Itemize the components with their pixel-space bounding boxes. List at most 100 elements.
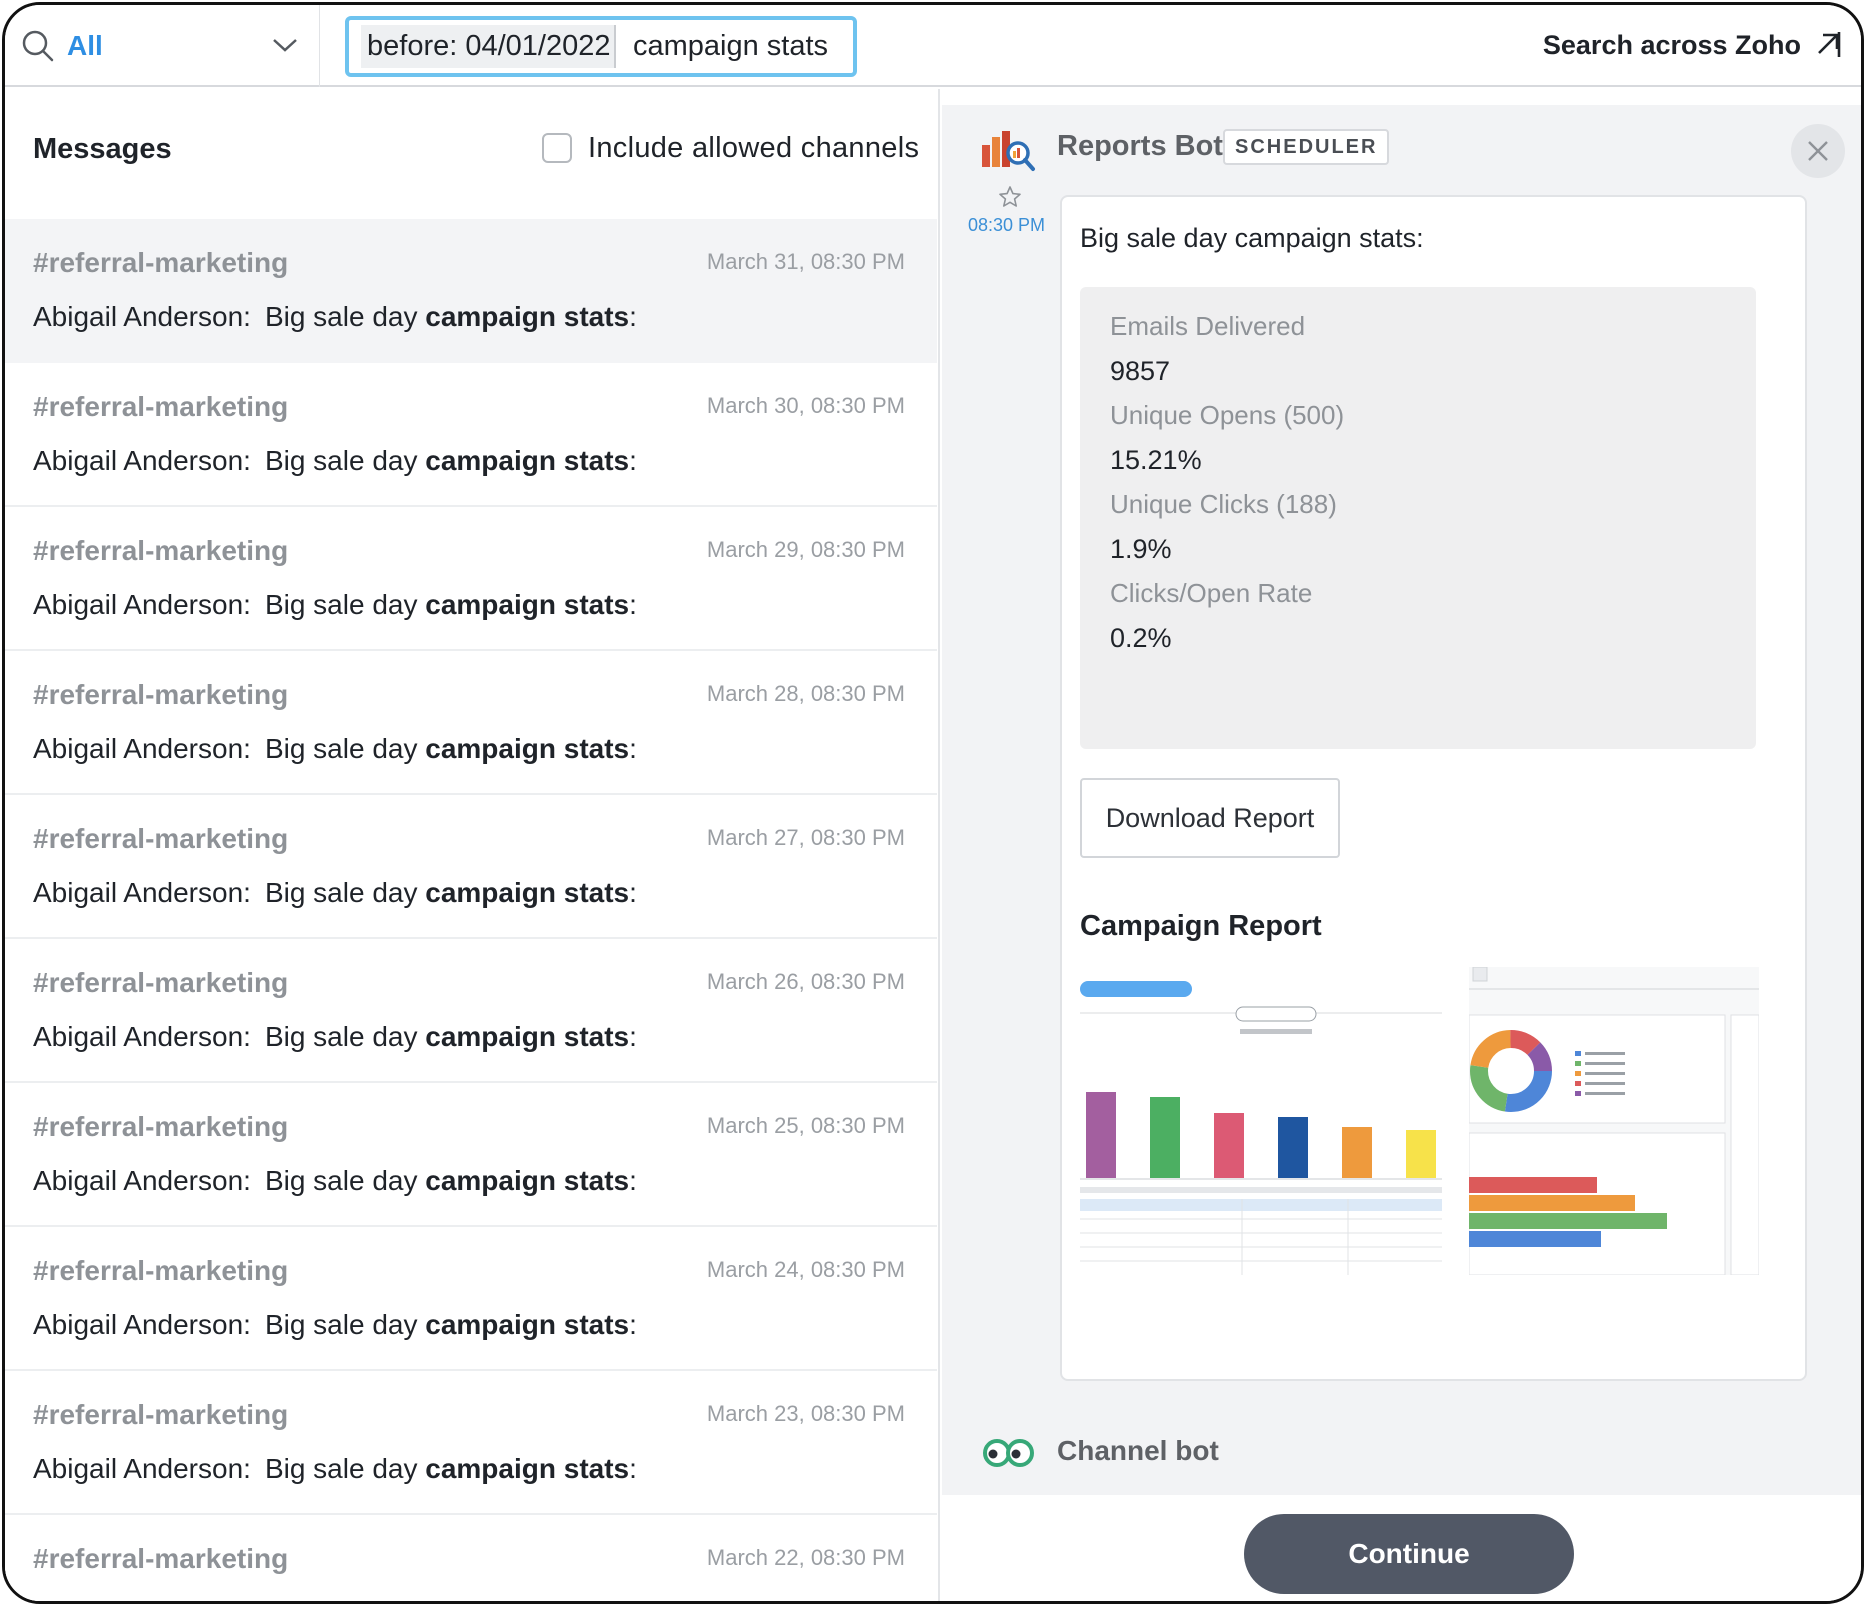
report-thumbnail-dashboard[interactable] [1469,967,1759,1275]
result-channel: #referral-marketing [33,247,289,278]
star-icon[interactable] [998,185,1022,209]
result-channel: #referral-marketing [33,823,289,854]
result-message: Abigail Anderson: Big sale day campaign s… [33,301,637,333]
result-message: Abigail Anderson: Big sale day campaign s… [33,1021,637,1053]
result-message: Abigail Anderson: Big sale day campaign s… [33,733,637,765]
message-card: Big sale day campaign stats: Emails Deli… [1060,195,1807,1381]
channel-bot-name[interactable]: Channel bot [1057,1435,1219,1466]
result-channel: #referral-marketing [33,391,289,422]
include-allowed-channels-label[interactable]: Include allowed channels [588,132,920,164]
thumb-hbar [1469,1213,1667,1229]
thumb-bar [1150,1097,1180,1178]
channel-bot-icon [983,1439,1034,1467]
close-button[interactable] [1791,124,1845,178]
result-sender: Abigail Anderson: [33,1165,251,1196]
result-row[interactable]: #referral-marketing March 27, 08:30 PM Abi… [5,795,937,939]
result-channel: #referral-marketing [33,1543,289,1574]
messages-title: Messages [33,133,172,165]
result-channel: #referral-marketing [33,1111,289,1142]
result-tail: : [629,1597,637,1601]
stat-label: Unique Opens (500) [1110,400,1345,430]
messages-header: Messages Include allowed channels [5,89,938,219]
result-channel: #referral-marketing [33,535,289,566]
result-text: Big sale day [264,877,418,908]
search-across-zoho-link[interactable]: Search across Zoho [1542,30,1801,60]
result-sender: Abigail Anderson: [33,589,251,620]
result-time: March 26, 08:30 PM [706,969,905,994]
result-tail: : [629,445,637,476]
bot-name[interactable]: Reports Bot [1057,130,1223,162]
result-tail: : [629,877,637,908]
close-icon [1808,141,1828,161]
result-tail: : [629,301,637,332]
thumb-hbar [1469,1231,1601,1247]
search-input[interactable]: before: 04/01/2022 campaign stats [345,16,857,77]
reports-bot-icon [982,131,1035,171]
external-link-icon[interactable] [1813,29,1843,59]
search-scope-dropdown[interactable]: All [5,5,320,87]
report-title: Campaign Report [1080,910,1322,942]
result-text: Big sale day [264,733,418,764]
result-message: Abigail Anderson: Big sale day campaign s… [33,877,637,909]
result-row[interactable]: #referral-marketing March 23, 08:30 PM Abi… [5,1371,937,1515]
include-allowed-channels-checkbox[interactable] [542,133,572,163]
stat-value: 0.2% [1110,623,1172,653]
stat-label: Clicks/Open Rate [1110,578,1313,608]
result-highlight: campaign stats [425,733,630,764]
result-highlight: campaign stats [425,589,630,620]
result-row[interactable]: #referral-marketing March 31, 08:30 PM Abi… [5,219,937,363]
report-thumbnail-bar-chart[interactable] [1080,973,1442,1275]
result-time: March 27, 08:30 PM [706,825,905,850]
search-bar: All before: 04/01/2022 campaign stats Se… [5,5,1861,87]
download-report-button[interactable]: Download Report [1080,778,1340,858]
result-row[interactable]: #referral-marketing March 26, 08:30 PM Abi… [5,939,937,1083]
result-time: March 22, 08:30 PM [706,1545,905,1570]
stat-item: Unique Opens (500) 15.21% [1110,400,1344,476]
result-time: March 30, 08:30 PM [706,393,905,418]
result-row[interactable]: #referral-marketing March 22, 08:30 PM Abi… [5,1515,937,1601]
thumb-bar [1342,1127,1372,1178]
message-heading: Big sale day campaign stats: [1080,223,1424,253]
thumb-bar [1406,1130,1436,1178]
messages-panel: Messages Include allowed channels #refer… [5,89,940,1601]
result-highlight: campaign stats [425,877,630,908]
result-time: March 23, 08:30 PM [706,1401,905,1426]
result-message: Abigail Anderson: Big sale day campaign s… [33,1597,637,1601]
thumb-pill [1080,981,1192,997]
result-highlight: campaign stats [425,1597,629,1601]
stat-item: Unique Clicks (188) 1.9% [1110,489,1337,565]
result-message: Abigail Anderson: Big sale day campaign s… [33,1309,637,1341]
result-highlight: campaign stats [425,1021,630,1052]
result-text: Big sale day [264,1453,418,1484]
result-row[interactable]: #referral-marketing March 25, 08:30 PM Abi… [5,1083,937,1227]
result-highlight: campaign stats [425,1165,630,1196]
result-message: Abigail Anderson: Big sale day campaign s… [33,1165,637,1197]
result-sender: Abigail Anderson: [33,733,251,764]
result-text: Big sale day [264,589,418,620]
result-row[interactable]: #referral-marketing March 29, 08:30 PM Abi… [5,507,937,651]
result-tail: : [629,1309,637,1340]
stat-label: Unique Clicks (188) [1110,489,1337,519]
thumb-bar [1086,1092,1116,1178]
result-sender: Abigail Anderson: [33,877,251,908]
result-sender: Abigail Anderson: [33,1309,251,1340]
continue-button[interactable]: Continue [1244,1514,1574,1594]
search-filter-token[interactable]: before: 04/01/2022 [361,25,617,68]
result-row[interactable]: #referral-marketing March 24, 08:30 PM Abi… [5,1227,937,1371]
bot-badge: SCHEDULER [1223,129,1390,165]
result-row[interactable]: #referral-marketing March 30, 08:30 PM Abi… [5,363,937,507]
result-message: Abigail Anderson: Big sale day campaign s… [33,589,637,621]
stat-item: Clicks/Open Rate 0.2% [1110,578,1312,654]
stat-label: Emails Delivered [1110,311,1306,341]
result-time: March 25, 08:30 PM [706,1113,905,1138]
search-scope-label: All [67,30,103,61]
result-message: Abigail Anderson: Big sale day campaign s… [33,445,637,477]
detail-footer: Continue [942,1495,1861,1601]
result-text: Big sale day [264,445,418,476]
result-time: March 24, 08:30 PM [706,1257,905,1282]
thumb-hbar [1469,1177,1597,1193]
results-list: #referral-marketing March 31, 08:30 PM Abi… [5,219,937,1601]
result-sender: Abigail Anderson: [33,1597,251,1601]
result-row[interactable]: #referral-marketing March 28, 08:30 PM Abi… [5,651,937,795]
